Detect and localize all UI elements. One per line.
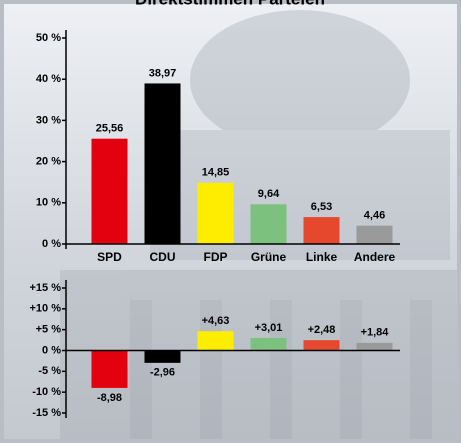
y-tick-label: -5 % xyxy=(38,365,61,377)
value-label: 4,46 xyxy=(364,210,385,222)
x-tick-label: Linke xyxy=(306,250,338,264)
y-tick-label: -15 % xyxy=(32,407,61,419)
y-tick-label: 0 % xyxy=(42,344,61,356)
value-label: 25,56 xyxy=(96,123,124,135)
bar xyxy=(304,340,340,350)
y-tick-label: 30 % xyxy=(36,114,61,126)
x-tick-label: Grüne xyxy=(251,250,287,264)
x-tick-label: FDP xyxy=(204,250,228,264)
x-tick-label: SPD xyxy=(97,250,122,264)
bar xyxy=(145,83,181,244)
bar xyxy=(198,183,234,244)
bar xyxy=(198,331,234,350)
y-tick-label: 10 % xyxy=(36,197,61,209)
bar xyxy=(145,351,181,363)
value-label: 6,53 xyxy=(311,201,332,213)
y-tick-label: 40 % xyxy=(36,73,61,85)
value-label: +3,01 xyxy=(255,322,283,334)
value-label: 38,97 xyxy=(149,67,177,79)
value-label: 14,85 xyxy=(202,167,230,179)
y-tick-label: 50 % xyxy=(36,32,61,44)
bar xyxy=(251,338,287,351)
chart: Direktstimmen Parteien 0 % 10 % 20 % 30 % 40… xyxy=(0,0,461,443)
bar xyxy=(304,217,340,244)
bar xyxy=(357,226,393,244)
bar xyxy=(357,343,393,351)
bar xyxy=(251,204,287,244)
value-label: +2,48 xyxy=(308,324,336,336)
x-tick-label: CDU xyxy=(150,250,176,264)
y-tick-label: -10 % xyxy=(32,386,61,398)
value-label: 9,64 xyxy=(258,188,280,200)
y-tick-label: 0 % xyxy=(42,238,61,250)
value-label: +1,84 xyxy=(361,327,390,339)
chart-title: Direktstimmen Parteien xyxy=(135,0,325,8)
y-tick-label: 20 % xyxy=(36,156,61,168)
x-tick-label: Andere xyxy=(354,250,396,264)
y-tick-label: +15 % xyxy=(30,282,62,294)
value-label: +4,63 xyxy=(202,315,230,327)
bar xyxy=(92,139,128,244)
bar xyxy=(92,351,128,388)
y-tick-label: +5 % xyxy=(36,324,62,336)
y-tick-label: +10 % xyxy=(30,303,62,315)
value-label: -8,98 xyxy=(97,392,122,404)
value-label: -2,96 xyxy=(150,367,175,379)
